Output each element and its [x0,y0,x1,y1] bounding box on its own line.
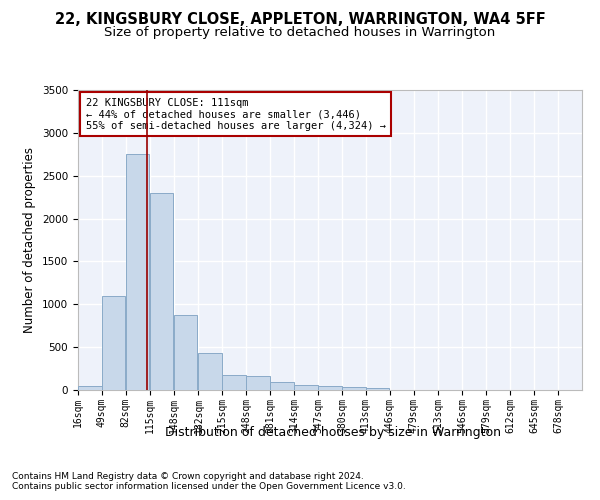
Bar [342,388,365,390]
Bar [199,353,222,390]
Text: Contains public sector information licensed under the Open Government Licence v3: Contains public sector information licen… [12,482,406,491]
Bar [270,382,294,390]
Bar [126,154,149,390]
Bar [150,193,173,390]
Text: Size of property relative to detached houses in Warrington: Size of property relative to detached ho… [104,26,496,39]
Text: Contains HM Land Registry data © Crown copyright and database right 2024.: Contains HM Land Registry data © Crown c… [12,472,364,481]
Text: Distribution of detached houses by size in Warrington: Distribution of detached houses by size … [165,426,501,439]
Y-axis label: Number of detached properties: Number of detached properties [23,147,37,333]
Bar [366,388,389,390]
Bar [78,386,101,390]
Bar [246,376,270,390]
Bar [223,375,246,390]
Bar [318,386,341,390]
Text: 22 KINGSBURY CLOSE: 111sqm
← 44% of detached houses are smaller (3,446)
55% of s: 22 KINGSBURY CLOSE: 111sqm ← 44% of deta… [86,98,386,130]
Bar [294,385,317,390]
Bar [174,316,197,390]
Bar [102,296,125,390]
Text: 22, KINGSBURY CLOSE, APPLETON, WARRINGTON, WA4 5FF: 22, KINGSBURY CLOSE, APPLETON, WARRINGTO… [55,12,545,28]
